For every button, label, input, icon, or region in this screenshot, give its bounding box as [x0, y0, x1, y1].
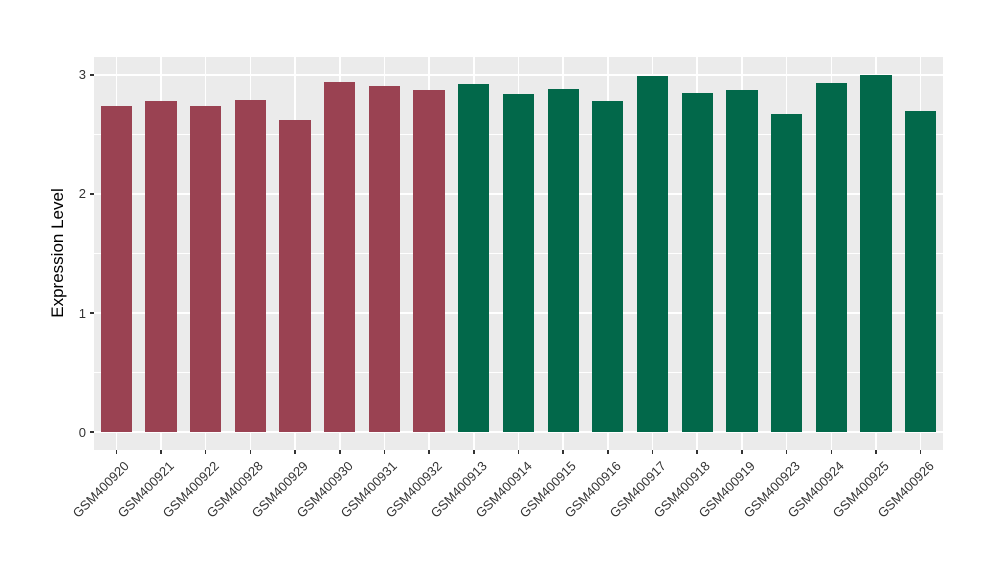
bar-GSM400915	[547, 89, 579, 433]
x-tick-mark	[607, 450, 609, 454]
x-tick-mark	[294, 450, 296, 454]
y-tick-label: 2	[78, 186, 86, 202]
x-tick-mark	[651, 450, 654, 454]
bar-GSM400921	[145, 101, 177, 433]
x-tick-mark	[160, 450, 162, 454]
bar-GSM400917	[636, 76, 669, 433]
x-tick-mark	[741, 450, 743, 454]
bar-GSM400932	[413, 90, 445, 433]
x-tick-mark	[830, 450, 833, 454]
y-tick-mark	[89, 193, 94, 195]
y-tick-label: 0	[78, 424, 86, 440]
x-tick-mark	[428, 450, 430, 454]
bar-GSM400918	[681, 92, 713, 433]
x-tick-mark	[785, 450, 788, 454]
bar-GSM400928	[234, 99, 267, 433]
x-tick-mark	[249, 450, 252, 454]
x-tick-mark	[562, 450, 564, 454]
bar-GSM400920	[100, 105, 132, 433]
y-tick-mark	[89, 74, 94, 76]
y-tick-mark	[89, 431, 94, 433]
x-tick-mark	[517, 450, 520, 454]
x-tick-mark	[383, 450, 386, 454]
x-tick-mark	[696, 450, 698, 454]
bar-GSM400930	[324, 82, 356, 433]
bar-GSM400923	[770, 114, 803, 433]
y-tick-label: 3	[78, 67, 86, 83]
bar-GSM400919	[726, 90, 758, 433]
x-tick-mark	[339, 450, 341, 454]
bar-GSM400924	[815, 83, 847, 433]
bar-GSM400913	[458, 84, 490, 433]
bar-GSM400931	[368, 85, 401, 433]
x-tick-mark	[204, 450, 207, 454]
x-tick-mark	[473, 450, 475, 454]
y-tick-label: 1	[78, 305, 86, 321]
x-tick-mark	[919, 450, 922, 454]
bar-GSM400925	[860, 74, 892, 433]
bar-GSM400926	[905, 110, 937, 433]
y-axis-title: Expression Level	[48, 188, 67, 318]
x-tick-mark	[115, 450, 118, 454]
bar-GSM400916	[592, 101, 624, 433]
y-tick-mark	[89, 312, 94, 314]
x-tick-mark	[875, 450, 877, 454]
bar-GSM400922	[190, 105, 222, 433]
bar-GSM400929	[279, 120, 311, 433]
bar-GSM400914	[502, 93, 535, 433]
